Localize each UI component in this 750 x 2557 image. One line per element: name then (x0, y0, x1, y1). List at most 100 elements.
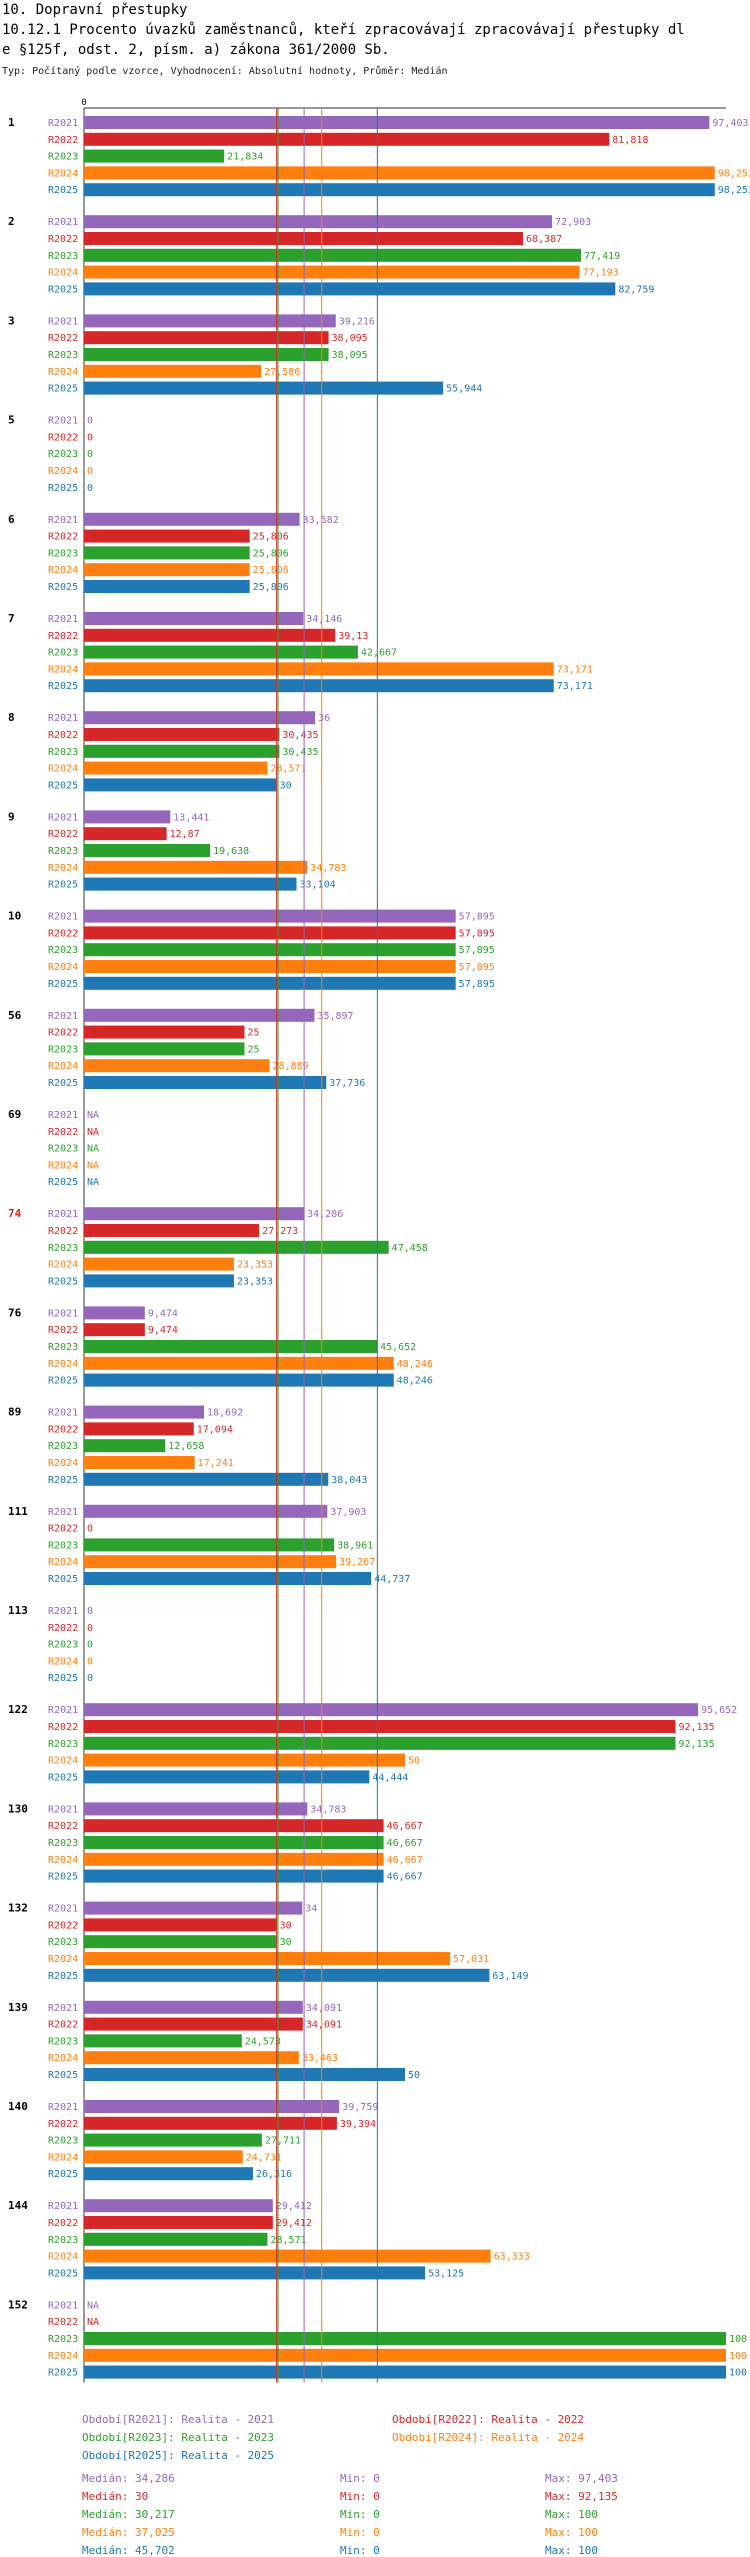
value-label: 34,783 (310, 1804, 346, 1815)
bar (84, 2100, 340, 2113)
value-label: 19,638 (213, 846, 249, 857)
value-label: 23,353 (237, 1260, 273, 1271)
bar (84, 1422, 194, 1436)
value-label: 37,736 (329, 1078, 365, 1089)
series-label: R2025 (48, 483, 78, 494)
series-label: R2025 (48, 1177, 78, 1188)
bar (84, 1935, 277, 1949)
bar (84, 1059, 270, 1073)
page-title: 10. Dopravní přestupky (2, 2, 188, 18)
series-label: R2021 (48, 118, 78, 129)
bar (84, 926, 456, 940)
bar (84, 1968, 490, 1982)
bar (84, 1852, 384, 1866)
stat-max: Max: 97,403 (545, 2472, 618, 2485)
bar (84, 1356, 394, 1370)
group-label: 152 (8, 2298, 28, 2311)
series-label: R2024 (48, 2152, 78, 2163)
group-label: 7 (8, 612, 15, 625)
bar (84, 778, 277, 792)
series-label: R2022 (48, 135, 78, 146)
stat-min: Min: 0 (340, 2544, 380, 2557)
bar (84, 2348, 726, 2362)
value-label: 57,031 (453, 1954, 489, 1965)
value-label: 26,316 (256, 2169, 292, 2180)
bar (84, 512, 300, 526)
series-label: R2023 (48, 1144, 78, 1155)
value-label: 100 (729, 2368, 747, 2379)
series-label: R2021 (48, 1705, 78, 1716)
series-label: R2022 (48, 1524, 78, 1535)
series-label: R2025 (48, 582, 78, 593)
value-label: 68,387 (526, 234, 562, 245)
value-label: 17,241 (198, 1458, 234, 1469)
value-label: 33,582 (303, 515, 339, 526)
series-label: R2024 (48, 466, 78, 477)
group-label: 140 (8, 2100, 28, 2113)
chart-title-line-2: e §125f, odst. 2, písm. a) zákona 361/20… (2, 42, 390, 58)
value-label: 95,652 (701, 1705, 737, 1716)
value-label: 0 (87, 1524, 93, 1535)
series-label: R2023 (48, 648, 78, 659)
value-label: NA (87, 1144, 99, 1155)
series-label: R2024 (48, 2252, 78, 2263)
series-label: R2025 (48, 1772, 78, 1783)
stat-min: Min: 0 (340, 2472, 380, 2485)
bar (84, 679, 554, 693)
series-label: R2025 (48, 979, 78, 990)
bar (84, 1224, 260, 1237)
series-label: R2023 (48, 2334, 78, 2345)
series-label: R2024 (48, 1855, 78, 1866)
value-label: 21,834 (227, 152, 263, 163)
series-label: R2023 (48, 846, 78, 857)
bar (84, 2051, 299, 2065)
series-label: R2021 (48, 2300, 78, 2311)
series-label: R2021 (48, 2102, 78, 2113)
value-label: 37,903 (330, 1507, 366, 1518)
bar (84, 645, 358, 659)
value-label: 46,667 (387, 1855, 423, 1866)
chart-title-line-1: 10.12.1 Procento úvazků zaměstnanců, kte… (2, 22, 685, 38)
bar (84, 1901, 303, 1915)
series-label: R2022 (48, 1920, 78, 1931)
bar (84, 364, 262, 378)
value-label: 25,806 (253, 548, 289, 559)
series-label: R2025 (48, 2169, 78, 2180)
series-label: R2022 (48, 532, 78, 543)
value-label: 30 (280, 1937, 292, 1948)
value-label: 46,667 (387, 1872, 423, 1883)
series-label: R2025 (48, 185, 78, 196)
value-label: 47,458 (392, 1243, 428, 1254)
bar (84, 1703, 699, 1717)
legend-item: Období[R2024]: Realita - 2024 (392, 2431, 585, 2444)
value-label: 0 (87, 1606, 93, 1617)
value-label: 28,571 (270, 2235, 306, 2246)
bar (84, 662, 554, 676)
bar (84, 1456, 195, 1469)
series-label: R2021 (48, 912, 78, 923)
value-label: 39,267 (339, 1557, 375, 1568)
value-label: 81,818 (612, 135, 648, 146)
group-label: 74 (8, 1207, 22, 1220)
bar (84, 2365, 726, 2379)
value-label: 9,474 (148, 1308, 178, 1319)
value-label: 30 (280, 1920, 292, 1931)
value-label: 0 (87, 416, 93, 427)
chart-subtitle: Typ: Počítaný podle vzorce, Vyhodnocení:… (2, 66, 448, 77)
series-label: R2023 (48, 1044, 78, 1055)
group-label: 76 (8, 1306, 22, 1319)
stat-min: Min: 0 (340, 2490, 380, 2503)
series-label: R2023 (48, 945, 78, 956)
series-label: R2023 (48, 251, 78, 262)
value-label: 30,435 (282, 730, 318, 741)
series-label: R2023 (48, 1937, 78, 1948)
series-label: R2024 (48, 168, 78, 179)
bar (84, 1770, 370, 1784)
group-label: 132 (8, 1902, 28, 1915)
bar (84, 1240, 389, 1254)
value-label: 0 (87, 483, 93, 494)
value-label: 57,895 (459, 945, 495, 956)
bar (84, 2216, 273, 2229)
group-label: 139 (8, 2001, 28, 2014)
series-label: R2021 (48, 614, 78, 625)
